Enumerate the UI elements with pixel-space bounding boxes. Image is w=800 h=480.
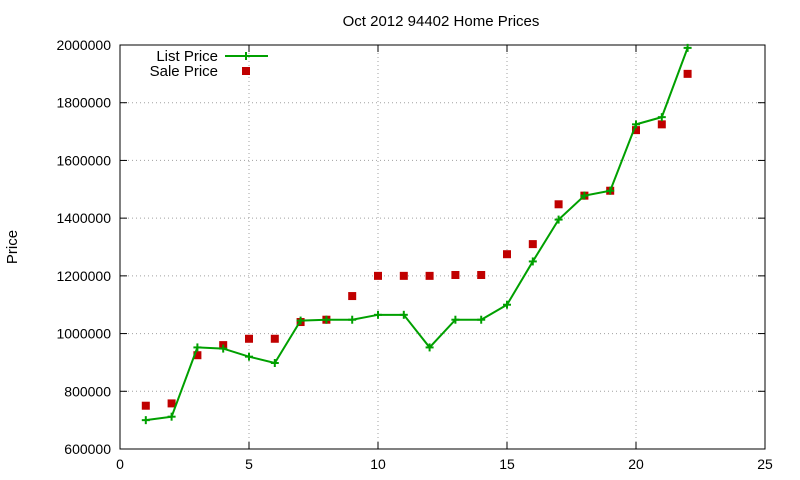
- x-tick-label: 25: [757, 456, 773, 472]
- y-tick-label: 1600000: [56, 152, 111, 168]
- y-tick-label: 600000: [64, 441, 111, 457]
- list-price-point: [528, 257, 537, 266]
- tick-labels: 0 5 10 15 20 25 600000 800000 1000000 1200000 1400…: [56, 37, 773, 472]
- list-price-point: [348, 315, 357, 324]
- list-price-point: [296, 316, 305, 325]
- x-tick-label: 5: [245, 456, 253, 472]
- y-tick-label: 1200000: [56, 268, 111, 284]
- list-price-point: [606, 186, 615, 195]
- x-tick-label: 10: [370, 456, 386, 472]
- list-price-point: [399, 310, 408, 319]
- legend-sample-list-price-marker: [242, 52, 250, 60]
- sale-price-point: [348, 292, 357, 301]
- x-tick-label: 15: [499, 456, 515, 472]
- list-price-point: [554, 215, 563, 224]
- axes: [119, 44, 766, 450]
- list-price-point: [425, 343, 434, 352]
- list-price-line: [145, 47, 689, 422]
- y-tick-label: 2000000: [56, 37, 111, 53]
- x-tick-label: 20: [628, 456, 644, 472]
- list-price-point: [322, 315, 331, 324]
- list-price-point: [219, 344, 228, 353]
- list-price-point: [141, 416, 150, 425]
- list-price-point: [503, 300, 511, 309]
- sale-price-point: [657, 120, 666, 129]
- legend: List Price Sale Price: [150, 48, 268, 80]
- legend-label-list-price: List Price: [156, 48, 218, 65]
- sale-price-point: [528, 240, 537, 249]
- sale-price-point: [503, 250, 511, 259]
- list-price-point: [270, 359, 279, 368]
- x-tick-label: 0: [116, 456, 124, 472]
- list-price-point: [245, 352, 253, 361]
- y-axis-label: Price: [4, 230, 21, 264]
- gridlines: [120, 45, 765, 449]
- list-price-point: [657, 113, 666, 122]
- sale-price-point: [374, 271, 382, 280]
- list-price-point: [683, 43, 692, 52]
- sale-price-point: [270, 334, 279, 343]
- sale-price-point: [399, 271, 408, 280]
- list-price-point: [580, 191, 589, 200]
- sale-price-point: [683, 69, 692, 78]
- sale-price-point: [193, 351, 202, 360]
- sale-price-point: [477, 270, 486, 279]
- y-tick-label: 800000: [64, 383, 111, 399]
- sale-price-point: [141, 401, 150, 410]
- legend-label-sale-price: Sale Price: [150, 63, 218, 80]
- y-tick-label: 1000000: [56, 326, 111, 342]
- chart-title: Oct 2012 94402 Home Prices: [343, 13, 540, 30]
- list-price-point: [451, 315, 460, 324]
- sale-price-point: [554, 200, 563, 209]
- list-price-point: [632, 120, 640, 129]
- sale-price-point: [167, 399, 176, 408]
- list-price-point: [167, 412, 176, 421]
- sale-price-point: [632, 126, 640, 135]
- y-tick-label: 1400000: [56, 210, 111, 226]
- series-layer: [141, 43, 692, 425]
- legend-sample-sale-price-marker: [242, 67, 250, 75]
- sale-price-point: [425, 271, 434, 280]
- list-price-point: [374, 310, 382, 319]
- y-tick-label: 1800000: [56, 95, 111, 111]
- list-price-point: [193, 343, 202, 352]
- plot-border: [119, 44, 766, 450]
- sale-price-point: [245, 334, 253, 343]
- list-price-point: [477, 315, 486, 324]
- sale-price-point: [451, 270, 460, 279]
